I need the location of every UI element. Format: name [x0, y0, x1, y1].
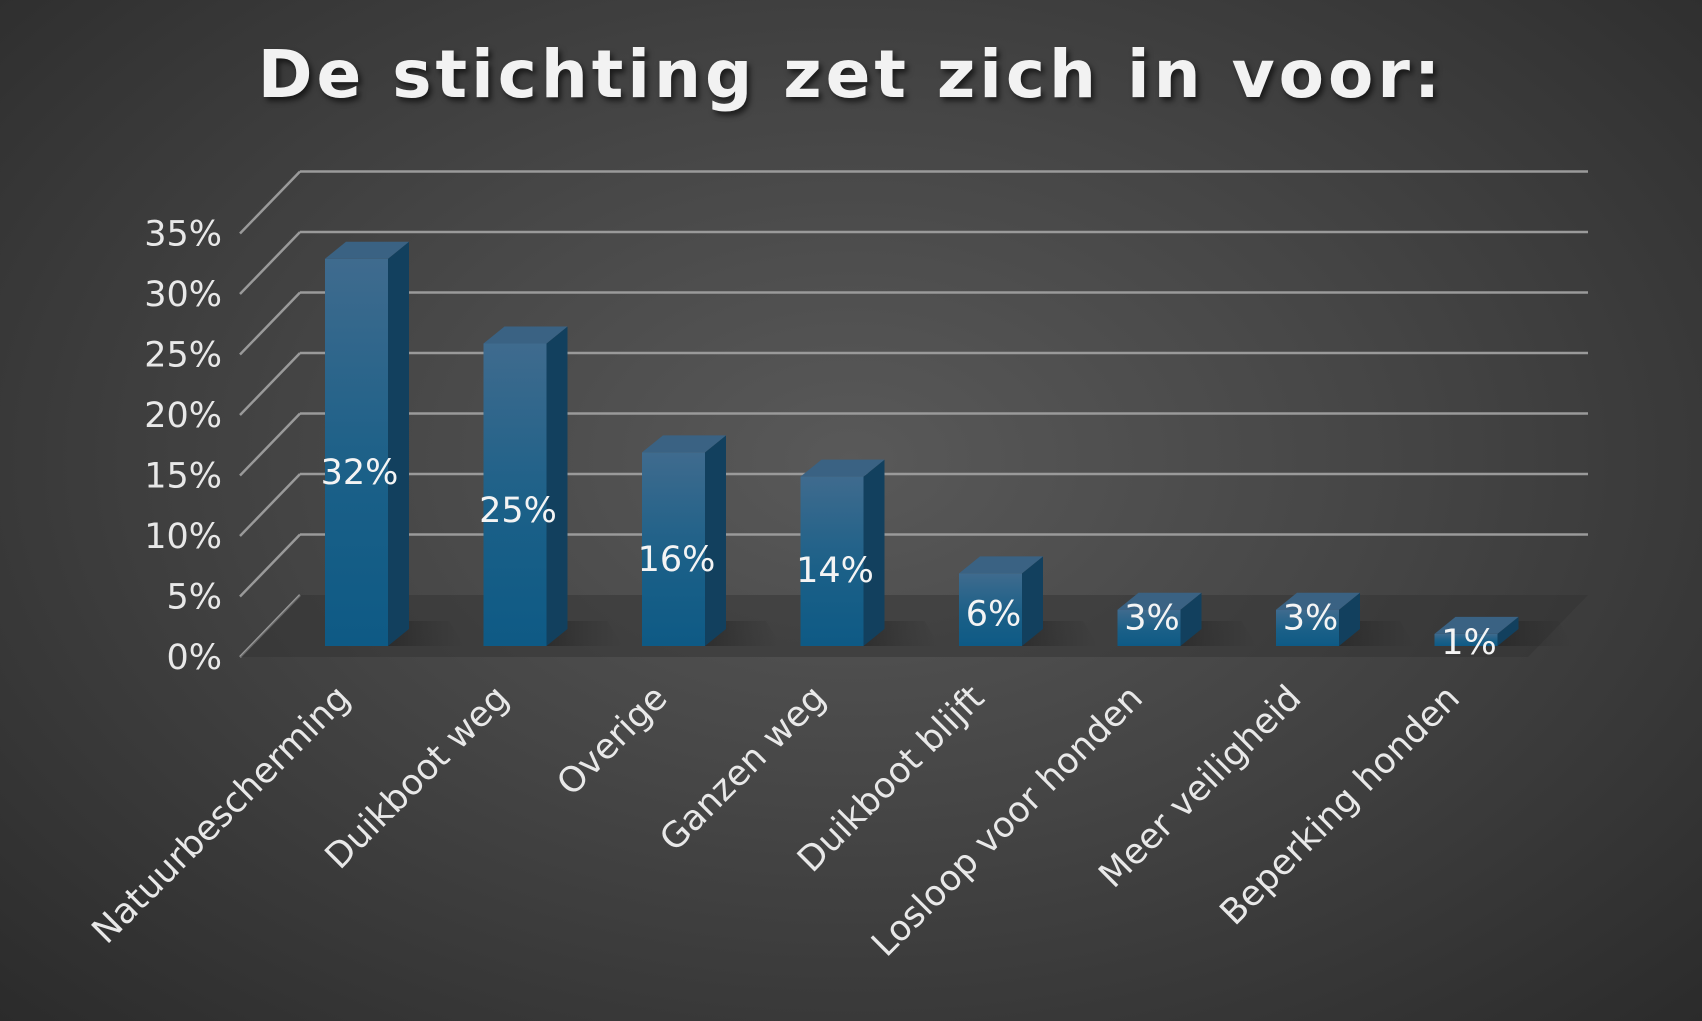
category-label: Overige — [550, 678, 676, 804]
side-gridline — [239, 291, 301, 356]
bar-side — [1339, 592, 1360, 646]
bar — [1276, 609, 1339, 646]
bar-top — [325, 241, 409, 259]
bar-top — [1276, 592, 1360, 610]
bar — [1434, 633, 1498, 646]
bar-top — [1117, 592, 1202, 610]
y-tick-label: 10% — [144, 517, 222, 557]
y-tick-label: 25% — [144, 336, 222, 376]
bar-group: 32% — [321, 241, 464, 647]
bar-group: 14% — [796, 459, 940, 646]
bar-side — [1022, 556, 1043, 646]
bar-top — [483, 326, 568, 344]
bar-top — [959, 556, 1043, 574]
side-gridline — [239, 170, 301, 235]
category-label: Ganzen weg — [653, 678, 834, 859]
bar-top — [642, 435, 726, 453]
data-label: 3% — [1283, 599, 1339, 639]
bar-side — [388, 241, 409, 647]
bar-group: 25% — [479, 326, 623, 646]
bar-top — [1434, 616, 1519, 634]
data-label: 32% — [321, 453, 399, 493]
side-gridline — [239, 533, 301, 598]
side-gridline — [239, 352, 301, 416]
bar-group: 1% — [1434, 616, 1574, 663]
bar-group: 6% — [959, 556, 1098, 646]
bar — [959, 573, 1022, 646]
chart-title: De stichting zet zich in voor: — [257, 36, 1445, 113]
category-label: Natuurbescherming — [85, 678, 359, 952]
category-label: Losloop voor honden — [864, 678, 1151, 965]
y-tick-label: 15% — [144, 457, 222, 497]
bar-group: 3% — [1276, 592, 1415, 646]
y-tick-label: 5% — [166, 578, 222, 618]
bar-side — [705, 435, 726, 646]
data-label: 14% — [796, 551, 874, 591]
bar — [800, 476, 864, 646]
data-label: 6% — [966, 594, 1022, 634]
bar-side — [1180, 592, 1202, 646]
side-gridline — [239, 473, 301, 537]
bar-side — [1497, 616, 1519, 646]
bar — [642, 452, 705, 646]
y-tick-label: 30% — [144, 275, 222, 315]
side-gridline — [239, 231, 301, 295]
bar-side — [546, 326, 568, 646]
y-tick-label: 35% — [144, 215, 222, 255]
data-label: 16% — [638, 540, 716, 580]
y-tick-label: 20% — [144, 396, 222, 436]
bar — [325, 258, 388, 646]
data-label: 3% — [1124, 599, 1180, 639]
bar-group: 3% — [1117, 592, 1257, 646]
bar — [1117, 609, 1181, 646]
data-label: 1% — [1441, 623, 1497, 663]
bar-side — [863, 459, 885, 646]
bar-top — [800, 459, 885, 477]
bar-group: 16% — [638, 435, 781, 646]
side-gridline — [239, 412, 301, 477]
bar — [483, 343, 547, 646]
data-label: 25% — [479, 491, 557, 531]
y-tick-label: 0% — [166, 638, 222, 678]
side-gridline — [239, 594, 301, 658]
